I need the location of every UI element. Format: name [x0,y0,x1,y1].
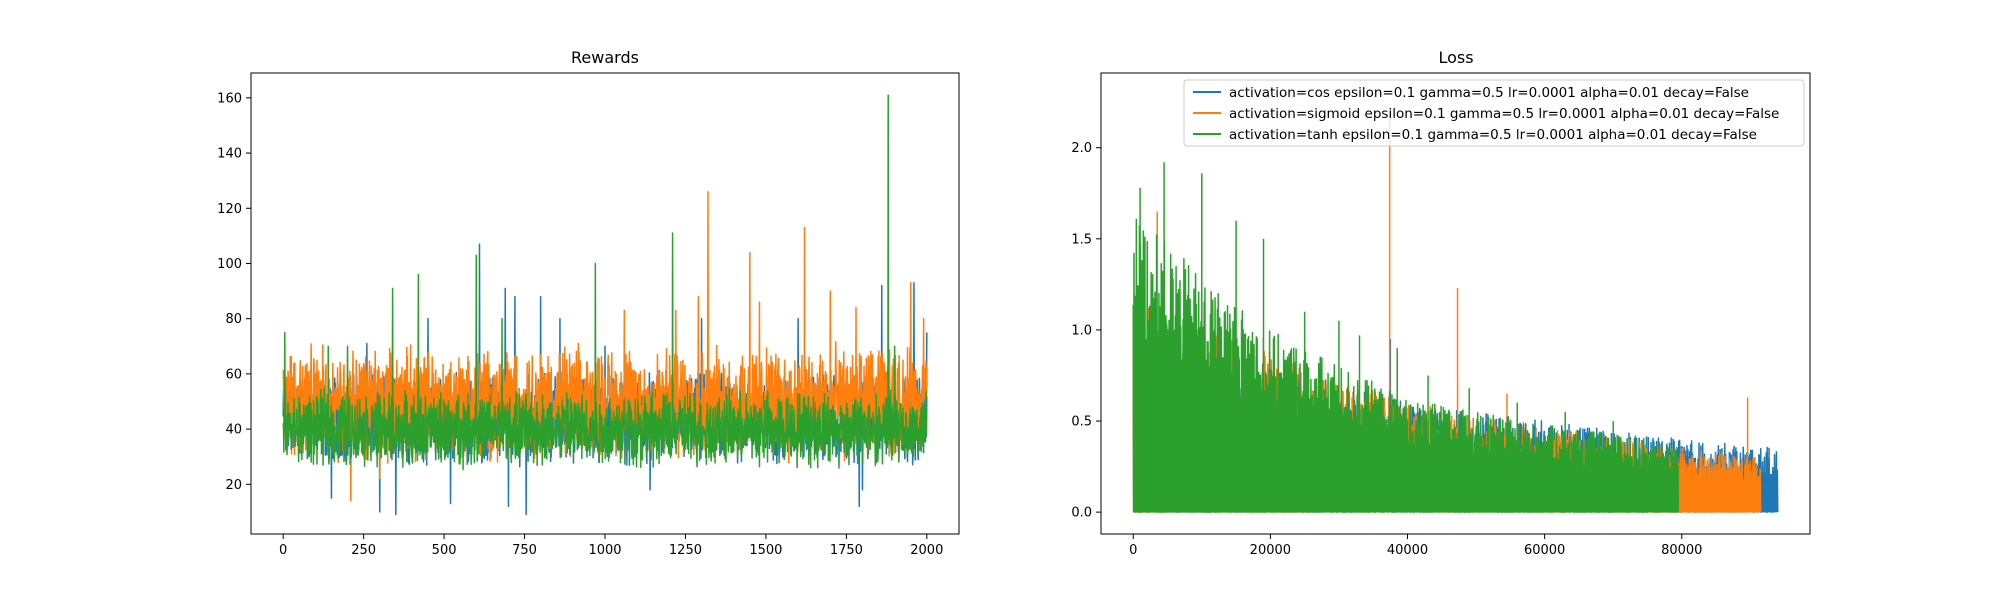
x-tick-label: 1500 [749,543,782,558]
x-tick-label: 2000 [910,543,943,558]
y-tick-label: 0.0 [1071,506,1092,521]
y-tick-label: 160 [217,91,242,106]
loss-chart-title: Loss [1438,48,1473,67]
legend-box [1183,79,1805,147]
loss-chart: Loss 0 20000 40000 60000 80000 0.0 0.5 1.0 1.5 2.… [1071,48,1811,558]
x-tick-label: 80000 [1661,543,1702,558]
loss-series-line-3 [1132,162,1680,513]
y-tick-label: 80 [225,312,242,327]
y-tick-label: 1.0 [1071,323,1092,338]
y-tick-label: 1.5 [1071,232,1092,247]
y-tick-label: 60 [225,367,242,382]
y-tick-label: 0.5 [1071,415,1092,430]
legend-label-3: activation=tanh epsilon=0.1 gamma=0.5 lr… [1229,127,1757,143]
x-tick-label: 1000 [588,543,621,558]
x-tick-label: 750 [512,543,537,558]
x-tick-label: 60000 [1524,543,1565,558]
x-tick-label: 40000 [1387,543,1428,558]
axes-frame [250,72,960,535]
legend-label-1: activation=cos epsilon=0.1 gamma=0.5 lr=… [1229,85,1749,101]
y-tick-label: 140 [217,147,242,162]
y-tick-label: 40 [225,423,242,438]
x-tick-label: 1750 [830,543,863,558]
y-tick-label: 100 [217,257,242,272]
x-tick-label: 0 [279,543,287,558]
rewards-chart: Rewards 0 250 500 750 1000 1250 1500 1750 2000 20… [217,48,960,558]
x-tick-label: 1250 [669,543,702,558]
y-tick-label: 2.0 [1071,141,1092,156]
axes-frame [1100,72,1811,535]
x-tick-label: 20000 [1250,543,1291,558]
y-tick-label: 120 [217,202,242,217]
legend-label-2: activation=sigmoid epsilon=0.1 gamma=0.5… [1229,106,1779,122]
x-tick-label: 250 [351,543,376,558]
rewards-chart-title: Rewards [571,48,639,67]
rewards-series-line-3 [282,94,928,471]
x-tick-label: 500 [432,543,457,558]
rewards-series-line-2 [282,190,928,502]
x-tick-label: 0 [1129,543,1137,558]
loss-legend: activation=cos epsilon=0.1 gamma=0.5 lr=… [1183,79,1805,147]
y-tick-label: 20 [225,478,242,493]
